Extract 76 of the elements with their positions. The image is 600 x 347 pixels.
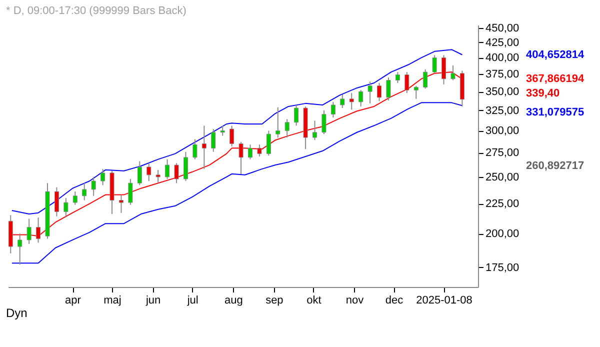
x-tick-label: okt: [306, 294, 322, 306]
candlestick: [266, 130, 271, 156]
y-tick-label: 275,00: [486, 147, 520, 160]
candlestick: [312, 120, 317, 141]
text: 260,892717: [526, 160, 584, 172]
candlestick: [118, 194, 124, 214]
y-tick-label: 400,00: [486, 52, 520, 64]
candlestick: [414, 85, 418, 100]
candlestick: [358, 90, 364, 107]
candlestick: [202, 125, 206, 170]
candlestick: [72, 191, 78, 206]
candlestick: [368, 81, 372, 104]
candlestick: [211, 128, 216, 152]
candlestick: [128, 178, 133, 206]
candlestick: [442, 54, 446, 85]
x-tick-label: nov: [346, 294, 364, 306]
candlestick: [174, 162, 179, 184]
candlestick: [165, 158, 170, 180]
x-tick-label: aug: [224, 294, 243, 306]
candlestick: [450, 64, 456, 81]
x-tick-label: maj: [104, 294, 122, 306]
y-tick-label: 375,00: [486, 68, 520, 81]
x-tick-label: apr: [65, 294, 82, 306]
y-tick-label: 200,00: [486, 228, 520, 240]
candlestick: [248, 144, 252, 160]
candlestick: [156, 169, 160, 184]
candlestick: [349, 92, 354, 110]
candlestick: [284, 118, 290, 138]
candlestick: [276, 106, 280, 138]
candlestick: [137, 160, 142, 186]
line-series: [11, 49, 463, 215]
candlestick: [220, 125, 225, 136]
candlestick: [432, 54, 437, 74]
candlestick: [18, 233, 22, 266]
candlestick: [377, 82, 382, 102]
chart-title: * D, 09:00-17:30 (999999 Bars Back): [6, 4, 186, 17]
y-tick-label: 175,00: [486, 262, 520, 274]
candlestick: [340, 94, 345, 109]
y-tick-label: 350,00: [486, 86, 520, 98]
x-tick-label: sep: [266, 294, 284, 306]
candlestick: [64, 198, 68, 217]
line-series: [11, 102, 463, 264]
text: 367,866194: [526, 72, 585, 85]
y-tick-label: 250,00: [486, 171, 520, 184]
candlestick: [322, 110, 326, 135]
text: 404,652814: [526, 48, 585, 61]
text: 331,079575: [526, 106, 584, 119]
candlestick: [26, 218, 32, 244]
candlestick: [404, 72, 410, 94]
candlestick: [54, 186, 59, 217]
candlestick: [386, 76, 391, 101]
y-tick-label: 225,00: [486, 198, 520, 210]
candlestick: [395, 72, 400, 84]
candlestick: [330, 101, 336, 118]
text: Dyn: [6, 306, 28, 320]
candlestick: [423, 68, 428, 90]
y-tick-label: 325,00: [486, 104, 520, 117]
candlestick: [146, 162, 152, 182]
x-tick-label: jun: [144, 294, 161, 306]
y-tick-label: 300,00: [486, 125, 520, 138]
y-tick-label: 425,00: [486, 36, 520, 49]
candlestick: [192, 138, 198, 160]
candlestick: [294, 104, 299, 126]
x-tick-label: dec: [385, 294, 404, 306]
candlestick: [82, 182, 87, 201]
y-tick-label: 450,00: [486, 22, 520, 34]
candlestick: [100, 168, 106, 186]
candlestick: [230, 125, 234, 147]
x-tick-label: jul: [186, 294, 198, 306]
text: 339,40: [526, 87, 560, 100]
candlestick: [238, 141, 244, 174]
candlestick: [91, 176, 96, 196]
candlestick: [183, 151, 188, 182]
candlestick: [36, 217, 41, 244]
candlestick: [257, 144, 262, 157]
x-tick-label: 2025-01-08: [416, 294, 472, 306]
